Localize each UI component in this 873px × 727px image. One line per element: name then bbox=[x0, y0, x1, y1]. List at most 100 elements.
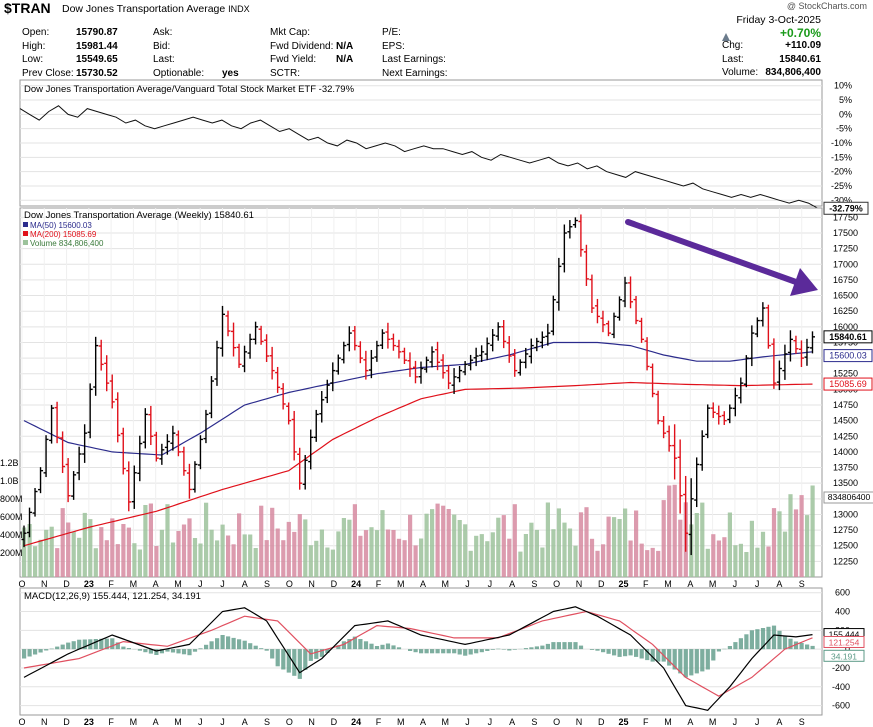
price-bar bbox=[721, 411, 727, 425]
volume-bar bbox=[617, 519, 622, 577]
volume-bar bbox=[396, 538, 402, 577]
price-bar bbox=[126, 461, 132, 512]
macd-histogram-bar bbox=[270, 649, 275, 659]
macd-histogram-bar bbox=[281, 649, 286, 670]
price-bar bbox=[655, 390, 661, 425]
macd-histogram-bar bbox=[220, 635, 225, 650]
volume-bar bbox=[540, 547, 545, 577]
macd-histogram-bar bbox=[215, 638, 220, 650]
price-bar bbox=[330, 362, 336, 392]
x-tick-label: J bbox=[465, 717, 470, 727]
volume-bar bbox=[248, 534, 253, 577]
volume-bar bbox=[148, 503, 153, 577]
price-bar bbox=[782, 344, 788, 380]
volume-bar bbox=[55, 548, 60, 577]
price-bar bbox=[203, 409, 209, 444]
price-bar bbox=[628, 276, 634, 309]
x-tick-label: F bbox=[376, 579, 382, 589]
x-tick-label: J bbox=[755, 579, 760, 589]
macd-histogram-bar bbox=[408, 649, 413, 651]
price-bar bbox=[115, 392, 121, 443]
macd-histogram-bar bbox=[82, 639, 87, 650]
change-percent: +0.70% bbox=[779, 26, 821, 40]
volume-bar bbox=[744, 552, 749, 577]
price-last-label: 15085.69 bbox=[829, 379, 867, 389]
last-value-box bbox=[823, 349, 873, 363]
macd-histogram-bar bbox=[788, 638, 793, 650]
macd-histogram-bar bbox=[782, 636, 788, 650]
macd-histogram-bar bbox=[540, 645, 545, 650]
volume-bar bbox=[132, 543, 137, 577]
volume-bar bbox=[463, 524, 468, 577]
x-tick-label: 25 bbox=[618, 717, 628, 727]
volume-bar bbox=[363, 530, 369, 577]
x-tick-label: J bbox=[488, 579, 493, 589]
volume-bar bbox=[601, 544, 606, 577]
macd-histogram-bar bbox=[799, 643, 804, 650]
macd-histogram-bar bbox=[727, 646, 732, 650]
macd-histogram-bar bbox=[496, 648, 501, 650]
price-bar bbox=[633, 296, 639, 325]
volume-bar bbox=[242, 534, 247, 577]
macd-histogram-bar bbox=[292, 649, 297, 676]
macd-histogram-bar bbox=[303, 649, 308, 670]
macd-histogram-bar bbox=[237, 639, 242, 650]
last-value-box bbox=[823, 330, 873, 344]
volume-bar bbox=[292, 531, 297, 577]
volume-bar bbox=[760, 531, 766, 577]
x-tick-label: M bbox=[664, 579, 672, 589]
volume-bar bbox=[584, 507, 589, 577]
x-tick-label: J bbox=[220, 579, 225, 589]
price-bar bbox=[175, 430, 181, 457]
macd-histogram-bar bbox=[452, 649, 457, 654]
price-bar bbox=[225, 310, 231, 337]
x-tick-label: D bbox=[331, 717, 338, 727]
field-label: Mkt Cap: bbox=[270, 27, 311, 38]
macd-histogram-bar bbox=[573, 642, 578, 650]
price-bar bbox=[446, 365, 452, 389]
macd-histogram-bar bbox=[33, 649, 38, 655]
x-tick-label: M bbox=[397, 717, 405, 727]
price-bar bbox=[38, 467, 44, 494]
x-tick-label: 23 bbox=[84, 717, 94, 727]
x-tick-label: O bbox=[18, 717, 25, 727]
field-value: +110.09 bbox=[785, 40, 821, 51]
macd-histogram-bar bbox=[556, 642, 561, 650]
price-bar bbox=[754, 317, 760, 338]
macd-histogram-bar bbox=[612, 649, 617, 656]
volume-bar bbox=[358, 535, 363, 577]
price-bar bbox=[120, 427, 126, 475]
macd-histogram-bar bbox=[672, 649, 677, 670]
relative-panel-title: Dow Jones Transportation Average/Vanguar… bbox=[24, 84, 355, 95]
x-tick-label: D bbox=[63, 579, 70, 589]
x-tick-label: N bbox=[576, 717, 583, 727]
x-tick-label: N bbox=[308, 717, 315, 727]
price-bar bbox=[291, 410, 297, 461]
volume-bar bbox=[297, 514, 302, 577]
volume-bar bbox=[545, 502, 550, 577]
volume-bar bbox=[402, 540, 407, 577]
price-bar bbox=[639, 317, 645, 343]
volume-bar bbox=[137, 549, 142, 577]
field-label: Open: bbox=[22, 27, 50, 38]
price-bar bbox=[43, 435, 49, 478]
legend-volume: Volume 834,806,400 bbox=[30, 239, 104, 248]
price-bar bbox=[710, 402, 716, 419]
price-bar bbox=[385, 322, 391, 349]
price-bar bbox=[611, 312, 617, 339]
price-bar bbox=[473, 347, 479, 367]
price-bar bbox=[451, 368, 457, 394]
y-tick-label: 14500 bbox=[833, 416, 858, 426]
y-tick-label: -30% bbox=[831, 195, 852, 205]
macd-histogram-bar bbox=[468, 649, 473, 655]
volume-bar bbox=[441, 505, 446, 577]
y-tick-label: -10% bbox=[831, 138, 852, 148]
volume-bar bbox=[121, 524, 126, 577]
field-value: 15790.87 bbox=[76, 27, 118, 38]
price-bar bbox=[27, 507, 33, 538]
macd-histogram-bar bbox=[474, 649, 479, 654]
volume-bar bbox=[534, 529, 539, 577]
price-bar bbox=[335, 354, 341, 375]
last-value-box bbox=[823, 635, 865, 648]
macd-histogram-bar bbox=[595, 649, 600, 651]
